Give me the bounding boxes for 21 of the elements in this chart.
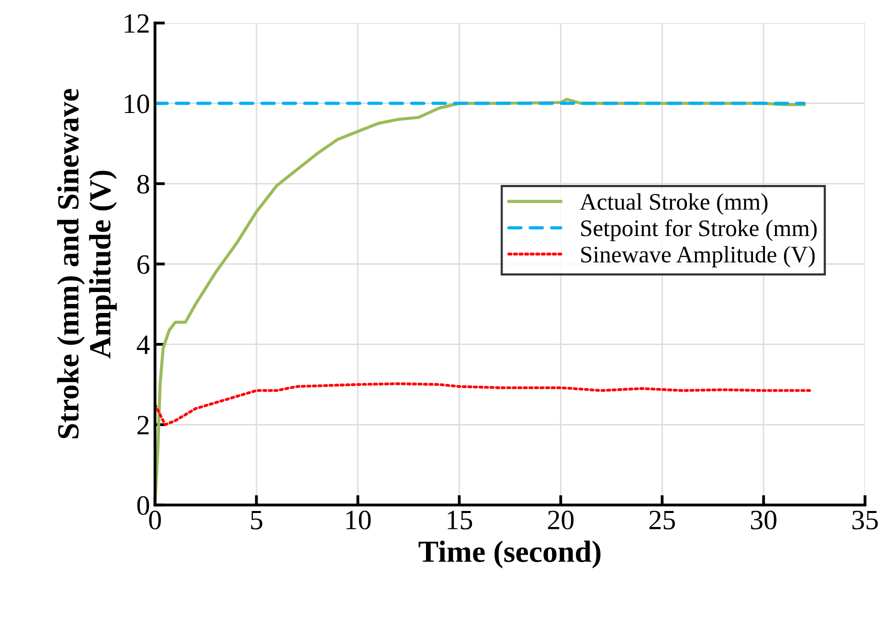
x-tick-label: 5 <box>251 510 262 530</box>
x-tick-label: 30 <box>751 510 776 530</box>
x-tick-label: 20 <box>548 510 574 530</box>
y-tick-label: 4 <box>136 336 150 354</box>
x-axis-title: Time (second) <box>418 540 600 568</box>
legend-label: Setpoint for Stroke (mm) <box>581 219 817 242</box>
legend-label: Actual Stroke (mm) <box>580 193 768 215</box>
y-tick-label: 2 <box>137 416 149 434</box>
y-axis-title: Stroke (mm) and Sinewave Amplitude (V) <box>57 88 117 438</box>
x-tick-label: 25 <box>649 510 675 530</box>
y-tick-label: 12 <box>124 14 149 33</box>
x-tick-label: 10 <box>346 510 371 530</box>
legend-label: Sinewave Amplitude (V) <box>581 246 815 268</box>
line-series <box>155 382 812 426</box>
x-tick-label: 0 <box>149 510 161 530</box>
y-tick-label: 10 <box>124 94 150 114</box>
y-tick-label: 8 <box>137 174 150 194</box>
y-tick-label: 0 <box>137 496 150 515</box>
x-tick-label: 15 <box>448 510 472 530</box>
y-tick-label: 6 <box>137 255 150 274</box>
x-tick-label: 35 <box>852 510 878 530</box>
